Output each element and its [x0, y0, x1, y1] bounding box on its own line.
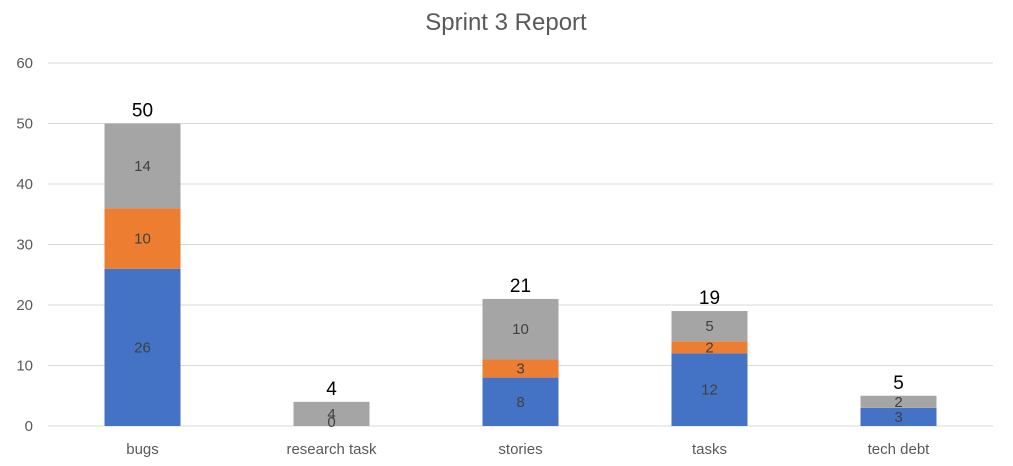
- segment-value-label: 10: [134, 230, 151, 247]
- segment-value-label: 3: [516, 361, 524, 378]
- x-category-label: stories: [498, 441, 542, 458]
- segment-value-label: 0: [327, 414, 335, 431]
- bar-total-label: 4: [326, 379, 337, 400]
- segment-value-label: 2: [894, 394, 902, 411]
- y-tick-label: 60: [16, 55, 33, 72]
- y-tick-label: 0: [25, 418, 33, 435]
- bar-total-label: 5: [893, 373, 904, 394]
- y-tick-label: 30: [16, 237, 33, 254]
- segment-value-label: 8: [516, 394, 524, 411]
- y-tick-label: 40: [16, 176, 33, 193]
- bar-total-label: 21: [510, 276, 531, 297]
- bar-segment: [671, 341, 748, 354]
- segment-value-label: 26: [134, 339, 151, 356]
- x-axis: bugs research task stories tasks tech debt: [126, 441, 930, 458]
- bar-segment: [104, 208, 181, 269]
- chart-title: Sprint 3 Report: [425, 9, 587, 36]
- bar-total-label: 50: [132, 101, 153, 122]
- y-tick-label: 50: [16, 116, 33, 133]
- bar-segment: [104, 123, 181, 209]
- segment-value-label: 5: [705, 318, 713, 335]
- bar-segment: [671, 353, 748, 426]
- y-axis: 0 10 20 30 40 50 60: [16, 55, 33, 435]
- x-category-label: tasks: [692, 441, 727, 458]
- segment-value-label: 12: [701, 382, 718, 399]
- y-tick-label: 20: [16, 297, 33, 314]
- segment-value-label: 10: [512, 321, 529, 338]
- x-category-label: bugs: [126, 441, 159, 458]
- y-tick-label: 10: [16, 358, 33, 375]
- segment-value-label: 4: [327, 406, 335, 423]
- bar-segment: [860, 395, 937, 408]
- bar-segment: [482, 377, 559, 426]
- bar-segment: [671, 311, 748, 342]
- segment-value-label: 14: [134, 158, 151, 175]
- bar-segment: [104, 268, 181, 426]
- bar-total-label: 19: [699, 288, 720, 309]
- bar-segment: [482, 359, 559, 378]
- bars: [104, 123, 937, 426]
- bar-segment: [482, 298, 559, 360]
- segment-value-label: 3: [894, 409, 902, 426]
- bar-segment: [293, 401, 370, 426]
- bar-segment: [860, 407, 937, 426]
- x-category-label: research task: [286, 441, 377, 458]
- x-category-label: tech debt: [868, 441, 931, 458]
- segment-value-label: 2: [705, 339, 713, 356]
